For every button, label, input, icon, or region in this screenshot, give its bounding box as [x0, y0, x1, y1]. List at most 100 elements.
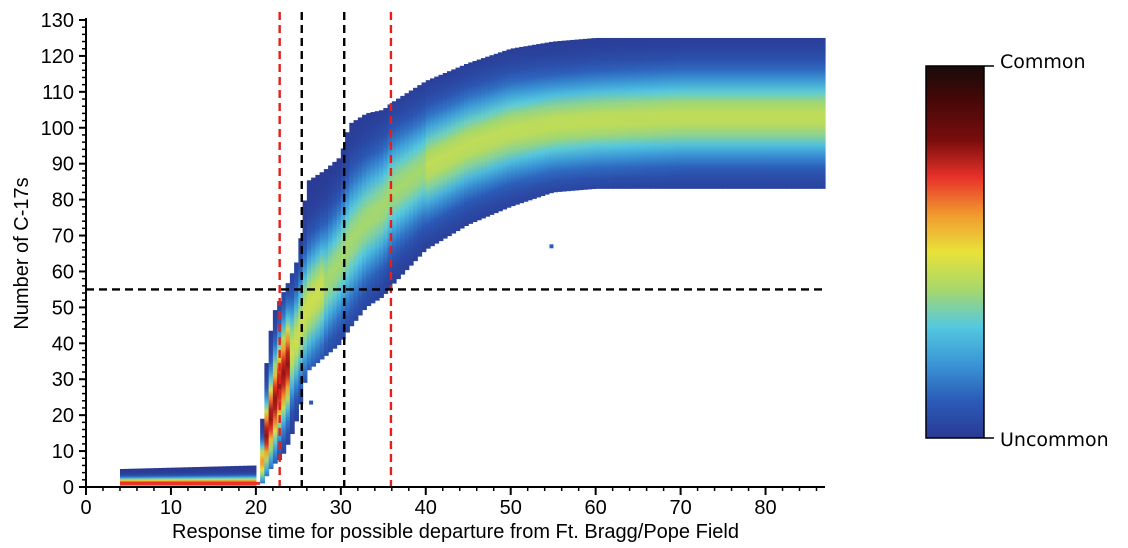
- heatmap-column: [400, 95, 406, 275]
- heatmap-column: [480, 58, 486, 219]
- heatmap-column: [319, 172, 325, 360]
- heatmap-column: [413, 87, 418, 262]
- heatmap-column: [391, 101, 397, 284]
- heatmap-column: [710, 37, 716, 189]
- heatmap-column: [340, 148, 346, 340]
- heatmap-column: [540, 43, 546, 197]
- heatmap-column: [646, 37, 652, 189]
- heatmap-column: [795, 37, 801, 189]
- heatmap-column: [740, 37, 745, 189]
- x-tick-label: 50: [500, 497, 522, 519]
- heatmap-column: [752, 37, 758, 189]
- heatmap-column: [497, 52, 503, 212]
- heatmap-column: [727, 37, 733, 189]
- heatmap-column: [502, 50, 508, 210]
- heatmap-column: [799, 37, 805, 189]
- heatmap-column: [816, 37, 822, 189]
- heatmap-column: [311, 177, 316, 367]
- heatmap-column: [663, 37, 669, 189]
- heatmap-column: [251, 465, 257, 487]
- heatmap-column: [595, 37, 601, 189]
- heatmap-column: [238, 465, 244, 487]
- heatmap-column: [803, 37, 809, 189]
- heatmap-column: [124, 468, 130, 487]
- heatmap-column: [128, 468, 134, 487]
- heatmap-column: [544, 42, 550, 195]
- heatmap-column: [434, 76, 440, 244]
- heatmap-column: [689, 37, 694, 189]
- heatmap-column: [659, 37, 665, 189]
- heatmap-column: [187, 467, 193, 487]
- heatmap-column: [476, 59, 482, 221]
- heatmap-column: [383, 108, 389, 294]
- heatmap-column: [786, 37, 792, 189]
- heatmap-column: [701, 37, 707, 189]
- heatmap-column: [536, 44, 542, 198]
- heatmap-column: [629, 37, 635, 189]
- heatmap-column: [514, 47, 520, 205]
- heatmap-column: [425, 80, 431, 249]
- heatmap-column: [370, 112, 376, 304]
- heatmap-column: [650, 37, 656, 189]
- heatmap-column: [119, 468, 125, 487]
- heatmap-column: [561, 40, 567, 192]
- heatmap-column: [808, 37, 813, 189]
- heatmap-column: [136, 468, 142, 487]
- y-tick-label: 100: [41, 118, 74, 140]
- heatmap-column: [162, 467, 168, 487]
- heatmap-column: [230, 466, 236, 487]
- heatmap-column: [200, 466, 206, 487]
- y-tick-label: 120: [41, 46, 74, 68]
- heatmap-column: [374, 111, 380, 301]
- y-tick-label: 60: [52, 261, 74, 283]
- heatmap-column: [302, 200, 308, 383]
- heatmap-column: [735, 37, 741, 189]
- heatmap-column: [744, 37, 750, 189]
- heatmap-column: [506, 49, 512, 208]
- heatmap-column: [166, 467, 172, 487]
- heatmap-column: [706, 37, 711, 189]
- heatmap-column: [366, 112, 372, 307]
- heatmap-column: [179, 467, 185, 487]
- heatmap-column: [510, 48, 516, 207]
- heatmap-column: [693, 37, 699, 189]
- heatmap-column: [430, 78, 435, 247]
- heatmap-column: [149, 468, 155, 487]
- heatmap-column: [748, 37, 754, 189]
- heatmap-column: [294, 262, 299, 422]
- reference-lines: [86, 12, 825, 487]
- heatmap-column: [243, 465, 248, 487]
- heatmap-column: [379, 110, 384, 298]
- y-tick-label: 10: [52, 441, 74, 463]
- heatmap-column: [158, 467, 164, 487]
- heatmap-column: [680, 37, 686, 189]
- y-tick-label: 130: [41, 10, 74, 32]
- heatmap-column: [591, 38, 597, 190]
- y-tick-label: 70: [52, 226, 74, 248]
- heatmap-column: [757, 37, 762, 189]
- axes: [85, 18, 825, 488]
- x-axis-ticks: 0 10 20 30 40 50 60 70 80: [80, 487, 818, 519]
- heatmap-column: [820, 37, 826, 189]
- heatmap-column: [778, 37, 784, 189]
- heatmap-column: [553, 41, 559, 193]
- heatmap-column: [247, 465, 253, 487]
- heatmap-column: [442, 72, 448, 239]
- heatmap-column: [438, 74, 444, 242]
- heatmap-column: [362, 114, 367, 311]
- heatmap-column: [548, 41, 554, 194]
- heatmap-column: [765, 37, 771, 189]
- heatmap-column: [209, 466, 215, 487]
- x-tick-label: 10: [160, 497, 182, 519]
- heatmap-column: [676, 37, 682, 189]
- heatmap-column: [587, 38, 593, 190]
- x-tick-label: 30: [330, 497, 352, 519]
- y-axis-ticks: 0 10 20 30 40 50 60 70 80 90 100 110 120 130: [41, 10, 86, 499]
- heatmap-column: [141, 468, 147, 487]
- heatmap-column: [349, 122, 355, 327]
- stray-point: [549, 244, 554, 249]
- heatmap-column: [447, 71, 452, 237]
- heatmap-column: [667, 37, 673, 189]
- heatmap-column: [336, 158, 342, 346]
- x-axis-title: Response time for possible departure fro…: [172, 521, 739, 543]
